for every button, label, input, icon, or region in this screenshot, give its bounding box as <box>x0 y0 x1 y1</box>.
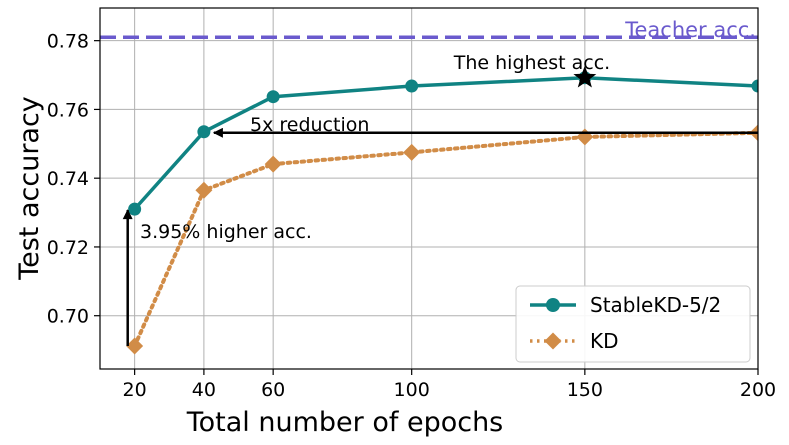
reduction-annotation-label: 5x reduction <box>250 114 369 136</box>
data-point-1 <box>264 155 282 173</box>
data-point-1 <box>749 124 758 142</box>
x-tick-label: 20 <box>123 379 147 401</box>
y-axis-label: Test accuracy <box>14 96 45 281</box>
legend-label-kd: KD <box>590 329 619 353</box>
teacher-label: Teacher acc. <box>624 18 756 42</box>
legend-marker-kd <box>544 332 562 350</box>
axis-ticks: 20 40 60 100 150 200 0.70 0.72 0.74 0.76 0.78 <box>47 31 776 401</box>
plot-frame <box>99 7 759 370</box>
x-axis-label: Total number of epochs <box>186 407 504 438</box>
data-point-1 <box>576 128 594 146</box>
x-tick-label: 60 <box>261 379 285 401</box>
x-tick-label: 200 <box>740 379 776 401</box>
legend-marker-stablekd <box>546 298 560 312</box>
series-line-1 <box>132 130 758 348</box>
data-point-0 <box>405 79 419 93</box>
x-tick-label: 40 <box>192 379 216 401</box>
highest-annotation-label: The highest acc. <box>453 52 610 74</box>
y-tick-label: 0.74 <box>47 168 89 190</box>
legend: StableKD-5/2 KD <box>515 285 751 363</box>
y-tick-label: 0.70 <box>47 306 89 328</box>
series-line-0 <box>133 76 758 211</box>
data-point-1 <box>195 181 213 199</box>
data-point-0 <box>128 202 142 216</box>
legend-label-stablekd: StableKD-5/2 <box>590 293 721 317</box>
y-tick-label: 0.78 <box>47 31 89 53</box>
data-point-1 <box>403 143 421 161</box>
y-tick-label: 0.76 <box>47 99 89 121</box>
data-point-0 <box>266 90 280 104</box>
highest-star-marker <box>573 65 597 88</box>
data-point-1 <box>126 337 144 355</box>
y-tick-label: 0.72 <box>47 237 89 259</box>
annotation-group <box>122 65 758 346</box>
x-tick-label: 150 <box>567 379 603 401</box>
x-tick-label: 100 <box>394 379 430 401</box>
higher-annotation-label: 3.95% higher acc. <box>140 221 312 243</box>
data-point-0 <box>751 79 758 93</box>
data-point-0 <box>197 125 211 139</box>
